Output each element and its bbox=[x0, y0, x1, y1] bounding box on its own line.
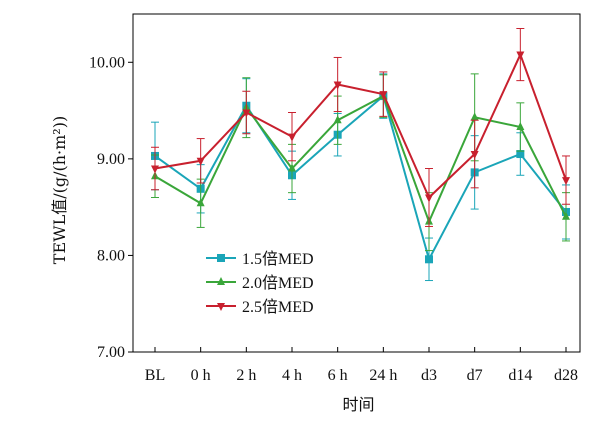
y-tick-label: 10.00 bbox=[89, 54, 125, 71]
legend-label: 2.5倍MED bbox=[242, 298, 314, 316]
data-point bbox=[562, 211, 570, 220]
legend: 1.5倍MED 2.0倍MED 2.5倍MED bbox=[206, 250, 314, 316]
data-point bbox=[516, 51, 525, 60]
data-point bbox=[242, 109, 251, 118]
legend-item: 1.5倍MED bbox=[206, 250, 314, 268]
data-point bbox=[333, 81, 342, 90]
data-point bbox=[151, 165, 159, 174]
plot-frame bbox=[132, 13, 581, 353]
data-point bbox=[288, 133, 296, 142]
y-tick-label: 8.00 bbox=[97, 247, 125, 264]
y-axis-title: TEWL值/(g/(h·m²)) bbox=[50, 116, 69, 264]
x-tick-label: 4 h bbox=[282, 367, 302, 384]
y-tick-label: 7.00 bbox=[97, 344, 125, 361]
series-3 bbox=[151, 27, 570, 227]
legend-marker bbox=[217, 303, 225, 311]
legend-item: 2.5倍MED bbox=[206, 298, 314, 316]
x-tick-label: d14 bbox=[508, 367, 532, 384]
x-tick-label: BL bbox=[145, 367, 165, 384]
data-point bbox=[470, 151, 479, 160]
x-tick-label: 2 h bbox=[236, 367, 256, 384]
x-tick-label: 0 h bbox=[191, 367, 211, 384]
data-point bbox=[333, 115, 342, 124]
data-point bbox=[562, 177, 570, 186]
data-point bbox=[196, 157, 205, 166]
series-layer bbox=[151, 27, 570, 282]
series-line bbox=[154, 94, 567, 262]
legend-item: 2.0倍MED bbox=[206, 274, 314, 292]
data-point bbox=[516, 121, 525, 130]
x-tick-label: 6 h bbox=[328, 367, 348, 384]
data-point bbox=[379, 91, 388, 100]
legend-marker bbox=[217, 277, 225, 285]
x-tick-label: 24 h bbox=[369, 367, 397, 384]
series-line bbox=[154, 94, 567, 225]
legend-label: 1.5倍MED bbox=[242, 250, 314, 268]
x-axis-title: 时间 bbox=[342, 395, 374, 414]
series-2 bbox=[151, 73, 570, 252]
legend-label: 2.0倍MED bbox=[242, 274, 314, 292]
y-tick-label: 9.00 bbox=[97, 151, 125, 168]
x-tick-label: d28 bbox=[554, 367, 578, 384]
series-line bbox=[154, 51, 567, 200]
axes: 7.00 8.00 9.00 10.00 BL 0 h 2 h 4 h 6 h 24 h d3 d7 d… bbox=[89, 13, 581, 384]
data-point bbox=[425, 194, 433, 203]
legend-marker bbox=[217, 254, 225, 262]
data-point bbox=[196, 198, 205, 207]
x-tick-label: d3 bbox=[421, 367, 437, 384]
data-point bbox=[516, 150, 525, 159]
x-tick-label: d7 bbox=[467, 367, 483, 384]
data-point bbox=[288, 163, 296, 172]
data-point bbox=[470, 112, 479, 121]
data-point bbox=[425, 255, 433, 264]
